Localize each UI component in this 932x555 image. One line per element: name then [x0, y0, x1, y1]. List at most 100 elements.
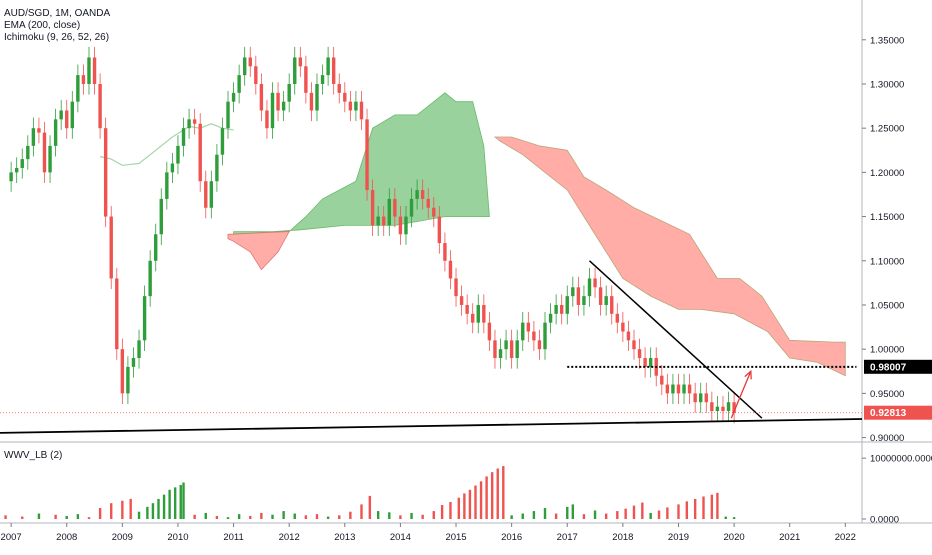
trendline-descending — [588, 260, 763, 419]
price-axis[interactable]: 1.35000 1.30000 1.25000 1.20000 1.15000 1.100… — [862, 35, 932, 526]
volume-bar — [510, 515, 513, 519]
candle-down — [198, 123, 202, 182]
volume-bar — [129, 498, 132, 519]
volume-bar — [702, 496, 705, 519]
candle-down — [420, 190, 425, 199]
candle-up — [242, 57, 247, 76]
candle-down — [204, 181, 208, 208]
candle-down — [192, 119, 197, 124]
candle-up — [70, 101, 74, 129]
volume-bar — [624, 508, 627, 519]
candle-up — [726, 402, 731, 412]
price-tick-label: 1.15000 — [870, 212, 904, 223]
ichimoku-legend[interactable]: Ichimoku (9, 26, 52, 26) — [4, 32, 110, 43]
time-axis[interactable]: 2007 2008 2009 2010 2011 2012 2013 2014 2015 2016… — [1, 523, 856, 543]
candle-up — [209, 181, 214, 208]
candle-down — [432, 207, 436, 217]
time-tick-label: 2022 — [835, 532, 856, 543]
ema-line — [99, 123, 234, 166]
time-tick-label: 2007 — [1, 532, 22, 543]
volume-indicator-title[interactable]: WWV_LB (2) — [4, 450, 63, 461]
volume-bar — [724, 516, 727, 519]
candle-up — [165, 172, 169, 199]
candle-up — [571, 287, 575, 297]
time-tick-label: 2018 — [612, 532, 633, 543]
candle-down — [370, 190, 375, 226]
candle-down — [98, 83, 102, 129]
candle-down — [365, 119, 369, 191]
time-tick-label: 2014 — [390, 532, 411, 543]
candle-up — [59, 110, 63, 120]
candle-up — [548, 313, 553, 323]
candle-up — [53, 119, 58, 146]
volume-bar — [582, 514, 586, 519]
candle-up — [504, 340, 508, 350]
symbol-title[interactable]: AUD/SGD, 1M, OANDA — [4, 8, 111, 19]
volume-bar — [457, 497, 461, 519]
candle-up — [142, 296, 147, 341]
candle-up — [404, 216, 408, 235]
volume-bar — [304, 515, 308, 519]
candle-up — [671, 384, 675, 394]
price-tick-label: 1.10000 — [870, 256, 904, 267]
volume-bar — [315, 514, 319, 519]
candle-down — [393, 198, 397, 217]
volume-tick-label: 10000000.0000 — [870, 454, 932, 465]
candle-up — [48, 145, 52, 173]
volume-bar — [21, 516, 24, 519]
volume-bar — [532, 511, 536, 519]
time-tick-label: 2015 — [445, 532, 466, 543]
candle-down — [448, 260, 453, 279]
candle-down — [621, 322, 625, 332]
volume-bar — [173, 487, 177, 519]
candle-down — [598, 287, 603, 305]
candle-down — [676, 384, 681, 394]
candle-up — [26, 145, 30, 160]
volume-bar — [649, 512, 652, 519]
volume-bar — [657, 510, 661, 519]
volume-bar — [543, 508, 547, 519]
candle-up — [270, 92, 275, 129]
candle-up — [293, 57, 297, 84]
candle-up — [415, 190, 419, 199]
volume-bar — [732, 517, 736, 519]
volume-bar — [179, 484, 182, 519]
volume-bar — [677, 504, 680, 519]
volume-bar — [87, 517, 91, 519]
volume-bar — [474, 485, 477, 519]
candle-up — [226, 101, 230, 129]
ema-legend[interactable]: EMA (200, close) — [4, 20, 81, 31]
volume-bar — [468, 489, 472, 519]
price-tick-label: 1.25000 — [870, 124, 904, 135]
drawings[interactable] — [0, 260, 863, 434]
candle-down — [615, 313, 620, 323]
candle-down — [398, 216, 403, 235]
candle-up — [181, 128, 186, 146]
candle-down — [109, 216, 113, 279]
candle-down — [693, 393, 697, 403]
candle-down — [471, 313, 475, 323]
candle-down — [443, 243, 447, 261]
candle-up — [215, 154, 219, 182]
volume-bar — [121, 500, 124, 519]
volume-bar — [293, 513, 296, 519]
volume-bar — [521, 513, 524, 519]
time-tick-label: 2017 — [557, 532, 578, 543]
candle-down — [454, 278, 458, 297]
volume-bar — [502, 466, 505, 519]
volume-bar — [271, 514, 274, 519]
cloud-bullish — [233, 92, 490, 235]
volume-bar — [338, 515, 341, 519]
last-price-tag-bg — [864, 405, 932, 420]
candle-up — [187, 119, 191, 129]
volume-bar — [204, 512, 207, 519]
volume-bar — [237, 514, 241, 519]
trendline-support — [0, 418, 863, 434]
candle-up — [14, 167, 19, 173]
candle-down — [487, 322, 492, 341]
volume-bar — [193, 514, 196, 519]
volume-bar — [215, 515, 219, 519]
candle-down — [276, 92, 280, 111]
